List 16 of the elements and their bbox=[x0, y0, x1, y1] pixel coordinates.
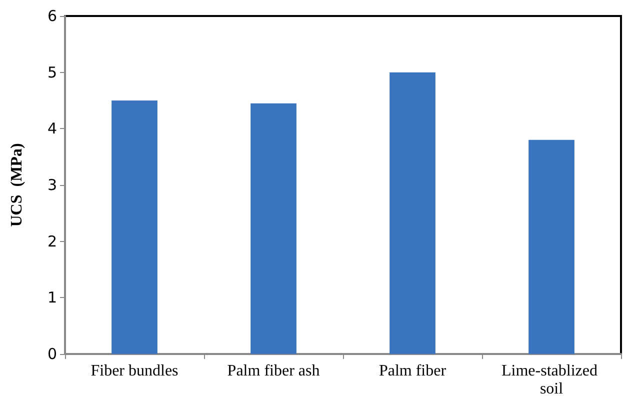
x-tick-label: Fiber bundles bbox=[90, 362, 178, 380]
bar bbox=[112, 100, 158, 354]
bar bbox=[250, 103, 296, 354]
x-tick-label: Lime-stablized soil bbox=[502, 362, 602, 398]
y-tick-label: 3 bbox=[47, 176, 57, 194]
x-tick-label: Palm fiber bbox=[378, 362, 447, 380]
y-axis-title: UCS (MPa) bbox=[8, 143, 26, 227]
x-tick-label: Palm fiber ash bbox=[227, 362, 320, 380]
bar bbox=[528, 140, 574, 354]
y-tick-label: 1 bbox=[47, 288, 57, 307]
y-tick-label: 6 bbox=[47, 7, 57, 25]
y-tick-label: 5 bbox=[47, 63, 57, 82]
y-tick-label: 2 bbox=[47, 232, 57, 250]
y-tick-label: 4 bbox=[47, 120, 57, 138]
bar bbox=[390, 72, 436, 354]
y-tick-label: 0 bbox=[47, 345, 57, 363]
